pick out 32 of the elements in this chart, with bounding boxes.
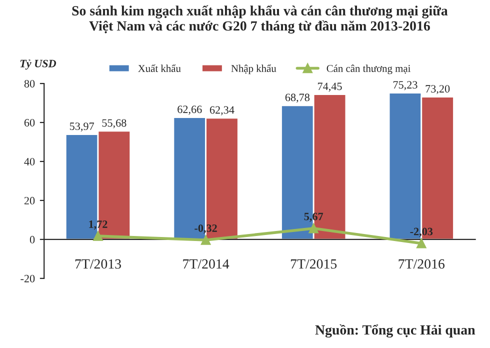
y-tick-label: 60 [24,118,35,126]
x-tick-label: 7T/2015 [290,259,337,269]
y-tick-label: 40 [24,158,35,166]
data-label: 53,97 [70,122,94,132]
point [93,231,103,241]
data-label: 74,45 [318,82,342,92]
data-label: 1,72 [89,220,108,230]
data-label: -0,32 [194,224,217,234]
x-tick-label: 7T/2014 [183,259,230,269]
point [416,238,426,248]
point [200,235,211,245]
x-tick-label: 7T/2016 [398,259,445,269]
y-tick-label: 80 [24,80,35,88]
data-label: 75,23 [393,81,418,90]
point [308,224,318,234]
legend-label: Nhập khẩu [231,64,276,74]
data-label: 68,78 [285,94,310,103]
y-tick-label: 20 [24,196,35,204]
legend-label: Xuất khẩu [138,64,181,72]
y-axis-title: Tỷ USD [20,60,56,70]
data-label: 62,34 [210,106,234,116]
text: Nguồn: Tổng cục Hải quan [315,324,476,338]
chart-title: So sánh kim ngạch xuất nhập khẩu và cán cân thương mại giữa Việt Nam và các nước G20 7 tháng từ đầu năm 2013-2016 [72,5,448,34]
y-tick-label: 0 [30,236,35,244]
data-label: 55,68 [102,119,126,128]
data-label: 73,20 [426,85,450,94]
data-label: 5,67 [304,212,324,222]
y-tick-label: -20 [20,274,35,282]
data-label: 62,66 [178,106,202,115]
data-label: -2,03 [410,228,433,237]
legend-label: Cán cân thương mại [326,64,411,74]
x-tick-label: 7T/2013 [75,259,121,269]
